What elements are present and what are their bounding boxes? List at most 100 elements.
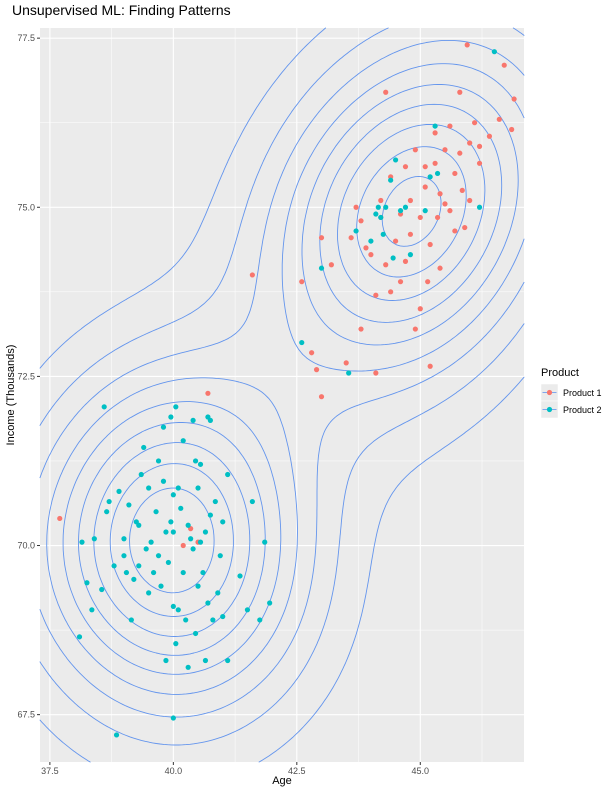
product-1-point — [427, 241, 433, 248]
product-1-point — [299, 279, 305, 285]
product-1-point — [496, 116, 502, 122]
product-2-point — [212, 498, 218, 505]
product-1-point — [422, 184, 428, 190]
legend-key-point — [546, 406, 553, 413]
product-1-point — [442, 201, 448, 207]
density-contour-line — [62, 84, 519, 675]
product-1-point — [180, 542, 186, 549]
product-2-point — [397, 208, 404, 214]
product-1-point — [442, 147, 448, 153]
y-tick-label: 75.0 — [17, 202, 35, 212]
product-1-point — [476, 160, 483, 166]
product-1-point — [437, 265, 443, 271]
product-2-point — [131, 576, 137, 582]
product-2-point — [113, 732, 120, 738]
product-1-point — [318, 394, 325, 400]
product-2-point — [190, 417, 196, 423]
product-2-point — [427, 174, 433, 180]
product-1-point — [457, 89, 463, 95]
product-2-point — [200, 569, 206, 576]
product-1-point — [472, 120, 478, 126]
product-1-point — [486, 133, 493, 139]
product-2-point — [185, 522, 191, 528]
product-2-point — [121, 553, 127, 559]
product-2-point — [150, 569, 157, 576]
product-2-point — [141, 444, 147, 451]
product-2-point — [183, 617, 189, 623]
product-1-point — [437, 191, 443, 197]
product-1-point — [422, 164, 428, 170]
density-contours — [39, 27, 525, 763]
product-2-point — [195, 485, 201, 491]
y-tick-label: 67.5 — [17, 710, 35, 720]
density-contour-line — [39, 27, 525, 746]
product-2-point — [76, 634, 83, 640]
product-2-point — [170, 529, 176, 535]
y-axis: 67.5 70.0 72.5 75.0 77.5 — [17, 33, 40, 720]
product-1-point — [417, 214, 423, 221]
product-2-point — [99, 586, 105, 593]
product-2-point — [257, 617, 263, 623]
product-1-point — [397, 279, 404, 285]
legend-key-point — [546, 389, 553, 396]
product-1-point — [407, 197, 414, 204]
product-1-point — [407, 231, 414, 237]
product-2-point — [170, 492, 176, 498]
product-2-point — [143, 546, 149, 552]
product-1-point — [373, 292, 379, 298]
product-2-point — [185, 664, 191, 670]
product-2-point — [173, 641, 179, 647]
product-2-point — [202, 529, 209, 535]
product-2-point — [215, 590, 221, 596]
product-1-point — [328, 262, 334, 268]
product-2-point — [207, 512, 213, 518]
product-2-point — [138, 471, 144, 478]
product-2-point — [217, 553, 223, 559]
product-2-point — [168, 414, 174, 420]
product-1-point — [412, 147, 418, 153]
product-2-point — [158, 583, 164, 589]
x-tick-label: 42.5 — [288, 766, 306, 776]
product-1-point — [427, 363, 433, 369]
product-2-point — [353, 228, 359, 234]
product-2-point — [160, 424, 167, 430]
product-2-point — [210, 617, 216, 623]
product-1-point — [392, 238, 399, 244]
product-2-point — [220, 613, 226, 620]
product-1-point — [434, 214, 441, 221]
product-1-point — [501, 62, 507, 68]
product-2-point — [402, 204, 409, 210]
product-2-point — [267, 600, 273, 606]
product-2-point — [388, 177, 394, 183]
product-1-point — [462, 224, 468, 231]
product-2-point — [392, 157, 399, 163]
product-2-point — [373, 211, 379, 217]
product-1-point — [348, 235, 354, 241]
product-2-point — [84, 580, 90, 586]
product-2-point — [380, 231, 386, 237]
product-2-point — [168, 519, 174, 525]
product-2-point — [165, 559, 172, 566]
product-2-point — [205, 600, 211, 606]
x-tick-label: 45.0 — [412, 766, 430, 776]
product-2-point — [225, 657, 231, 664]
chart-title: Unsupervised ML: Finding Patterns — [12, 2, 231, 18]
product-1-point — [447, 123, 453, 129]
product-1-point — [205, 390, 211, 396]
legend: Product Product 1 Product 2 — [540, 367, 602, 419]
x-tick-label: 40.0 — [165, 766, 183, 776]
product-2-point — [476, 204, 483, 210]
product-1-point — [383, 89, 389, 95]
x-tick-label: 37.5 — [41, 766, 59, 776]
product-1-point — [358, 218, 364, 224]
product-2-point — [195, 583, 201, 589]
product-1-point — [402, 258, 409, 264]
product-2-point — [244, 607, 251, 613]
product-2-point — [491, 49, 497, 55]
product-2-point — [390, 255, 396, 261]
product-1-point — [447, 208, 453, 214]
product-2-point — [146, 590, 152, 596]
legend-label: Product 1 — [563, 388, 602, 398]
product-2-point — [225, 471, 231, 478]
product-2-point — [175, 607, 181, 613]
